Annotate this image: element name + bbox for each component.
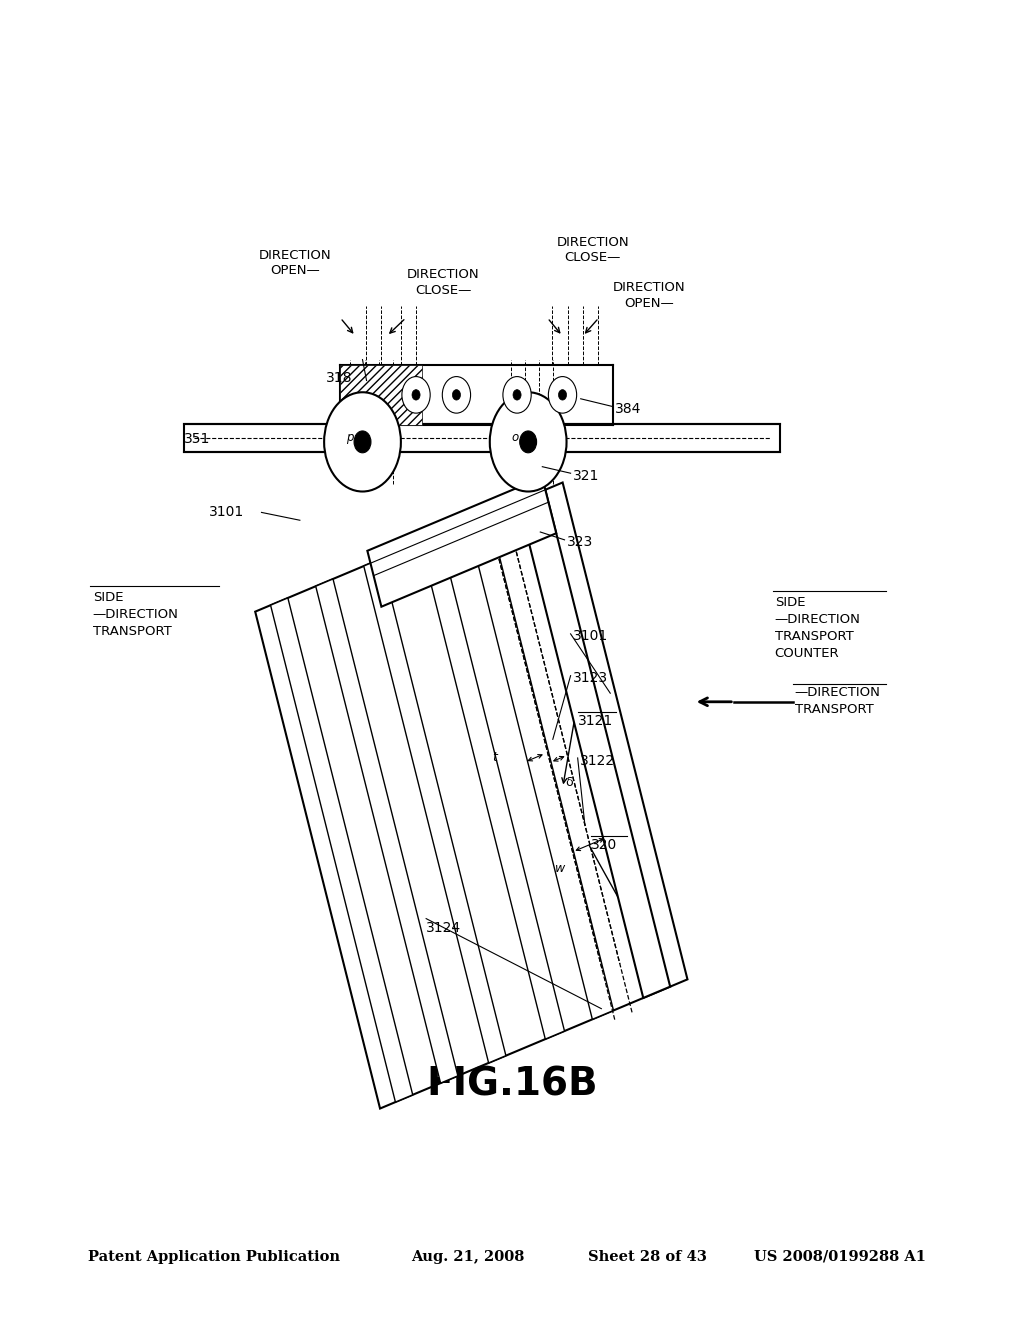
Polygon shape [368,478,556,607]
Circle shape [412,389,420,400]
Circle shape [549,376,577,413]
Polygon shape [270,598,413,1102]
Circle shape [489,392,566,491]
Circle shape [558,389,566,400]
Text: 3121: 3121 [578,714,613,729]
Text: w: w [554,862,564,875]
Text: Sheet 28 of 43: Sheet 28 of 43 [588,1250,707,1263]
Polygon shape [364,558,506,1063]
Text: TRANSPORT: TRANSPORT [774,630,853,643]
Text: δ: δ [565,776,572,789]
Text: OPEN—: OPEN— [270,264,319,277]
Text: 3101: 3101 [572,630,608,643]
Polygon shape [421,535,564,1039]
Circle shape [354,430,371,453]
Circle shape [453,389,461,400]
Text: Aug. 21, 2008: Aug. 21, 2008 [411,1250,524,1263]
Text: —DIRECTION: —DIRECTION [774,612,860,626]
Text: DIRECTION: DIRECTION [407,268,479,281]
Text: 323: 323 [566,536,593,549]
Text: TRANSPORT: TRANSPORT [795,704,873,717]
FancyBboxPatch shape [183,424,779,453]
Circle shape [401,376,430,413]
Text: SIDE: SIDE [774,597,805,609]
Text: Patent Application Publication: Patent Application Publication [88,1250,340,1263]
Text: 3124: 3124 [426,921,461,935]
Circle shape [513,389,521,400]
Text: TRANSPORT: TRANSPORT [93,624,172,638]
Text: —DIRECTION: —DIRECTION [93,607,178,620]
Polygon shape [315,579,458,1084]
Text: 318: 318 [326,371,352,385]
Text: 3122: 3122 [580,754,614,767]
Text: 351: 351 [183,432,210,446]
Text: CLOSE—: CLOSE— [415,284,471,297]
Text: o: o [511,432,518,445]
Text: p: p [346,432,353,445]
Text: DIRECTION: DIRECTION [258,248,331,261]
Text: OPEN—: OPEN— [625,297,674,310]
Text: t: t [493,751,498,764]
Text: 3123: 3123 [572,672,607,685]
Polygon shape [518,490,670,998]
Text: COUNTER: COUNTER [774,647,840,660]
Circle shape [503,376,531,413]
Text: US 2008/0199288 A1: US 2008/0199288 A1 [755,1250,927,1263]
Text: CLOSE—: CLOSE— [564,251,621,264]
Text: 3101: 3101 [209,506,244,519]
Text: —DIRECTION: —DIRECTION [795,686,881,700]
Circle shape [325,392,400,491]
Polygon shape [468,513,613,1019]
Text: 384: 384 [615,403,641,416]
FancyBboxPatch shape [340,364,422,425]
Text: SIDE: SIDE [93,591,123,603]
Circle shape [520,430,537,453]
Text: DIRECTION: DIRECTION [556,235,629,248]
Polygon shape [255,483,687,1109]
Text: DIRECTION: DIRECTION [613,281,686,294]
Circle shape [442,376,471,413]
Text: 320: 320 [591,838,617,853]
Text: 321: 321 [572,469,599,483]
Text: FIG.16B: FIG.16B [426,1065,598,1104]
